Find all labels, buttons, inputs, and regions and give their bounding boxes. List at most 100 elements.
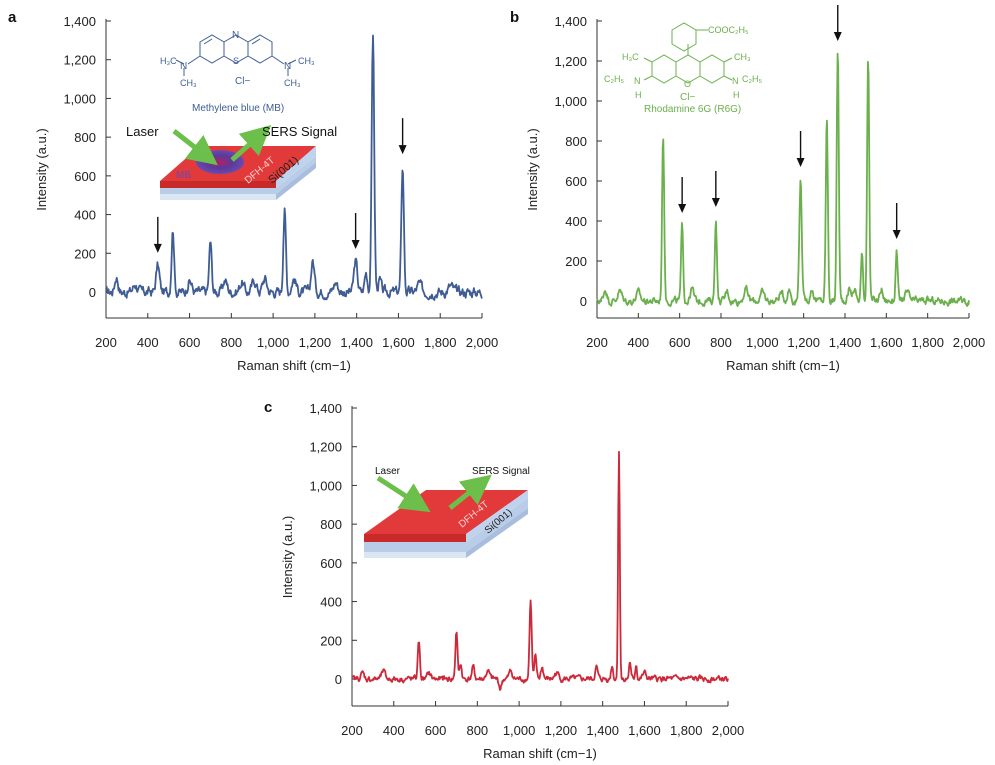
panel-a-x-tick-label: 200	[95, 335, 117, 350]
panel-b-peak-arrowhead	[892, 230, 901, 239]
panel-b-peak-arrowhead	[796, 158, 805, 167]
svg-text:CH₃: CH₃	[298, 56, 315, 66]
panel-b-peak-arrows	[678, 5, 901, 239]
panel-c-x-tick-label: 200	[341, 723, 363, 738]
panel-c-laser-label: Laser	[375, 466, 401, 477]
panel-a-spot-label: MB	[176, 170, 191, 181]
panel-a-x-tick-label: 2,000	[466, 335, 499, 350]
panel-a-peak-arrowhead	[153, 243, 162, 253]
panel-b-axes: 200 400 600 800 1,000 1,200 1,400 1,600 1,800 2,0…	[525, 14, 985, 373]
panel-b-y-axis-label: Intensity (a.u.)	[525, 128, 540, 210]
panel-c-sers-label: SERS Signal	[472, 466, 530, 477]
panel-b-x-tick-label: 1,400	[829, 335, 862, 350]
panel-a-mb-structure	[175, 34, 297, 76]
panel-c-y-axis-label: Intensity (a.u.)	[280, 516, 295, 598]
panel-a-y-tick-label: 0	[89, 285, 96, 300]
panel-a-y-tick-label: 600	[74, 169, 96, 184]
panel-c-y-tick-label: 600	[320, 556, 342, 571]
panel-b-peak-arrowhead	[833, 32, 842, 41]
panel-b-x-tick-label: 600	[669, 335, 691, 350]
panel-c-spectrum-line	[351, 450, 729, 691]
svg-text:CH₃: CH₃	[284, 78, 301, 88]
panel-a-y-tick-label: 1,400	[63, 14, 96, 29]
panel-b-x-tick-label: 1,800	[911, 335, 944, 350]
panel-b-counter-ion: Cl−	[680, 92, 695, 103]
panel-a-y-tick-label: 200	[74, 246, 96, 261]
panel-c-x-tick-label: 1,200	[545, 723, 578, 738]
panel-b-y-tick-label: 400	[565, 214, 587, 229]
panel-c-x-tick-label: 400	[383, 723, 405, 738]
panel-b-y-tick-label: 800	[565, 134, 587, 149]
panel-b-y-tick-label: 0	[580, 294, 587, 309]
panel-a-peak-arrows	[153, 118, 407, 253]
panel-b: b 200 400 600 800 1,000 1,200 1,400 1,600 1,800 2…	[510, 5, 985, 373]
panel-a-x-tick-label: 1,600	[382, 335, 415, 350]
svg-text:H₃C: H₃C	[160, 56, 177, 66]
panel-a-x-axis-label: Raman shift (cm−1)	[237, 358, 351, 373]
panel-c-x-tick-label: 1,000	[503, 723, 536, 738]
panel-c: c 200 400 600 800 1,000 1,200 1,400 1,600 1,800 2…	[264, 399, 744, 761]
panel-a-counter-ion: Cl−	[235, 76, 250, 87]
panel-a-y-tick-label: 400	[74, 208, 96, 223]
panel-b-x-tick-label: 200	[586, 335, 608, 350]
panel-b-y-tick-label: 600	[565, 174, 587, 189]
svg-text:C₂H₅: C₂H₅	[742, 74, 762, 84]
svg-text:N: N	[634, 76, 641, 86]
panel-b-y-tick-label: 1,400	[554, 14, 587, 29]
panel-c-device-schematic	[364, 474, 528, 558]
panel-a-x-tick-label: 400	[137, 335, 159, 350]
panel-c-x-tick-label: 1,800	[670, 723, 703, 738]
svg-text:S: S	[233, 56, 239, 66]
panel-b-x-tick-label: 1,200	[787, 335, 820, 350]
panel-b-peak-arrowhead	[711, 198, 720, 207]
panel-a-x-tick-label: 1,400	[340, 335, 373, 350]
panel-b-x-tick-label: 1,600	[870, 335, 903, 350]
panel-b-x-tick-label: 2,000	[953, 335, 986, 350]
panel-a-peak-arrowhead	[351, 240, 360, 250]
panel-b-r6g-structure	[643, 22, 733, 84]
panel-b-y-tick-label: 200	[565, 254, 587, 269]
panel-a-y-tick-label: 800	[74, 130, 96, 145]
panel-c-y-tick-label: 800	[320, 517, 342, 532]
panel-a-y-tick-label: 1,000	[63, 91, 96, 106]
panel-a-y-tick-label: 1,200	[63, 53, 96, 68]
panel-b-x-tick-label: 800	[710, 335, 732, 350]
panel-a-x-tick-label: 1,800	[424, 335, 457, 350]
panel-a-device-schematic	[160, 125, 316, 200]
panel-a-x-tick-label: 800	[220, 335, 242, 350]
panel-b-label: b	[510, 9, 519, 26]
panel-a-y-axis-label: Intensity (a.u.)	[34, 128, 49, 210]
svg-text:N: N	[232, 30, 239, 41]
panel-c-label: c	[264, 399, 272, 416]
svg-text:H₃C: H₃C	[622, 52, 639, 62]
panel-a-sers-label: SERS Signal	[262, 124, 337, 139]
panel-a-label: a	[8, 9, 17, 26]
panel-c-y-tick-label: 400	[320, 595, 342, 610]
panel-c-x-axis-label: Raman shift (cm−1)	[483, 746, 597, 761]
panel-b-x-tick-label: 400	[627, 335, 649, 350]
panel-b-x-tick-label: 1,000	[746, 335, 779, 350]
svg-text:CH₃: CH₃	[734, 52, 751, 62]
svg-text:CH₃: CH₃	[180, 78, 197, 88]
panel-c-x-tick-label: 1,400	[586, 723, 619, 738]
panel-a-mb-atoms: N S N N H₃C CH₃ CH₃ CH₃	[160, 30, 315, 88]
svg-text:N: N	[180, 61, 187, 72]
panel-c-x-tick-label: 800	[466, 723, 488, 738]
panel-c-axes: 200 400 600 800 1,000 1,200 1,400 1,600 1,800 2,0…	[280, 401, 744, 761]
panel-c-x-tick-label: 1,600	[628, 723, 661, 738]
panel-b-y-tick-label: 1,200	[554, 54, 587, 69]
panel-c-x-tick-label: 600	[425, 723, 447, 738]
panel-a-laser-label: Laser	[126, 124, 159, 139]
panel-a-peak-arrowhead	[398, 145, 407, 155]
panel-b-spectrum-line	[596, 52, 970, 308]
svg-text:O: O	[684, 79, 691, 89]
panel-c-y-tick-label: 200	[320, 633, 342, 648]
panel-a-molecule-name: Methylene blue (MB)	[192, 103, 284, 114]
svg-text:N: N	[732, 76, 739, 86]
svg-text:C₂H₅: C₂H₅	[604, 74, 624, 84]
panel-a: a 200 400 600 800 1,000 1,200 1,400 1,600 1,800 2…	[8, 9, 498, 373]
svg-text:H: H	[733, 90, 740, 100]
panel-c-y-tick-label: 0	[335, 672, 342, 687]
panel-b-r6g-atoms: COOC₂H₅ H₃C CH₃ C₂H₅ N H O N H C₂H₅	[604, 25, 762, 100]
